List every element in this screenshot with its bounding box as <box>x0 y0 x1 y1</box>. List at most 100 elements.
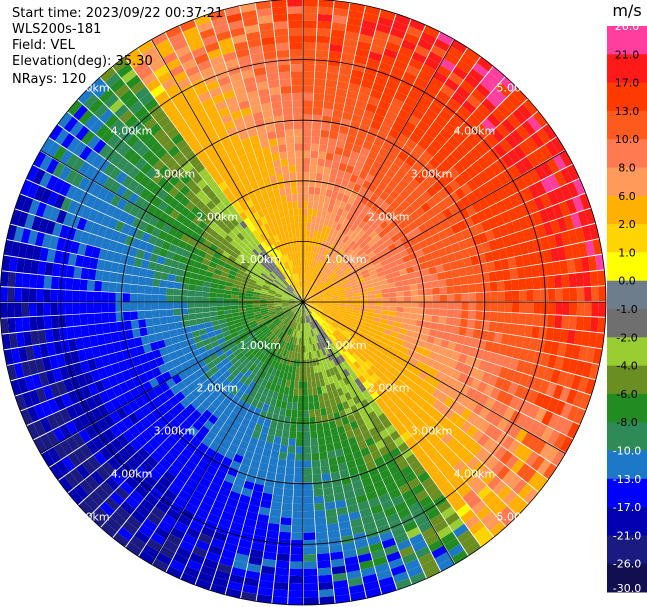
velocity-gate <box>373 479 386 491</box>
velocity-gate <box>307 215 312 224</box>
velocity-gate <box>305 308 309 316</box>
velocity-gate <box>490 176 503 190</box>
velocity-gate <box>159 279 168 288</box>
velocity-gate <box>245 361 254 370</box>
velocity-gate <box>287 445 296 454</box>
velocity-gate <box>357 500 370 511</box>
velocity-gate <box>146 538 163 552</box>
velocity-gate <box>309 295 317 300</box>
velocity-gate <box>316 209 323 218</box>
velocity-gate <box>286 357 292 366</box>
velocity-gate <box>402 240 413 250</box>
velocity-gate <box>535 251 546 265</box>
velocity-gate <box>73 266 83 279</box>
velocity-gate <box>507 382 519 396</box>
velocity-gate <box>547 429 561 446</box>
velocity-gate <box>293 307 299 314</box>
velocity-gate <box>398 374 409 384</box>
velocity-gate <box>294 351 298 360</box>
velocity-gate <box>303 568 318 577</box>
velocity-gate <box>345 270 353 277</box>
velocity-gate <box>278 451 288 460</box>
velocity-gate <box>478 170 491 184</box>
velocity-gate <box>293 496 303 504</box>
velocity-gate <box>332 485 344 495</box>
velocity-gate <box>210 424 221 436</box>
velocity-gate <box>424 342 434 351</box>
velocity-gate <box>142 544 159 559</box>
velocity-gate <box>43 316 52 330</box>
velocity-gate <box>362 573 378 585</box>
velocity-gate <box>306 307 312 315</box>
velocity-gate <box>306 222 312 231</box>
velocity-gate <box>276 354 283 363</box>
velocity-gate <box>281 430 290 439</box>
velocity-gate <box>359 470 371 481</box>
velocity-gate <box>166 280 175 289</box>
velocity-gate <box>310 259 315 268</box>
velocity-gate <box>374 289 382 295</box>
velocity-gate <box>533 439 547 455</box>
velocity-gate <box>360 566 376 578</box>
velocity-gate <box>357 262 366 270</box>
velocity-gate <box>316 231 322 240</box>
velocity-gate <box>491 500 508 516</box>
velocity-gate <box>334 587 350 597</box>
velocity-gate <box>407 114 421 127</box>
velocity-gate <box>230 377 240 387</box>
velocity-gate <box>307 290 313 297</box>
velocity-gate <box>336 455 346 465</box>
velocity-gate <box>306 237 310 245</box>
velocity-gate <box>306 323 309 331</box>
velocity-gate <box>57 289 66 302</box>
velocity-gate <box>335 418 344 428</box>
velocity-gate <box>233 477 246 488</box>
velocity-gate <box>299 366 303 375</box>
velocity-gate <box>429 488 443 502</box>
velocity-gate <box>345 497 358 507</box>
velocity-gate <box>291 193 298 202</box>
velocity-gate <box>381 292 390 298</box>
velocity-gate <box>480 77 496 93</box>
velocity-gate <box>325 211 332 220</box>
velocity-gate <box>244 369 253 378</box>
velocity-gate <box>425 83 440 96</box>
velocity-gate <box>285 467 295 475</box>
velocity-gate <box>339 274 347 281</box>
velocity-gate <box>466 319 476 329</box>
velocity-gate <box>209 302 217 307</box>
velocity-gate <box>342 331 350 339</box>
velocity-gate <box>375 297 383 302</box>
velocity-gate <box>233 453 244 464</box>
velocity-gate <box>385 324 394 331</box>
velocity-gate <box>430 215 441 226</box>
velocity-gate <box>512 87 528 104</box>
velocity-gate <box>390 265 399 273</box>
velocity-gate <box>323 241 330 250</box>
velocity-gate <box>515 359 526 373</box>
velocity-gate <box>344 350 352 358</box>
velocity-gate <box>309 423 317 432</box>
velocity-gate <box>216 445 228 457</box>
velocity-gate <box>343 283 351 289</box>
velocity-gate <box>453 478 468 493</box>
velocity-gate <box>573 178 586 196</box>
velocity-gate <box>379 318 388 325</box>
velocity-gate <box>248 363 257 373</box>
velocity-gate <box>208 482 221 494</box>
velocity-gate <box>288 597 303 605</box>
velocity-gate <box>424 533 441 546</box>
velocity-gate <box>478 393 490 407</box>
velocity-gate <box>520 202 532 216</box>
velocity-gate <box>430 422 443 435</box>
velocity-gate <box>303 78 315 86</box>
velocity-gate <box>283 318 290 325</box>
velocity-gate <box>416 156 429 168</box>
velocity-gate <box>315 531 328 540</box>
velocity-gate <box>553 400 566 416</box>
velocity-gate <box>409 313 418 320</box>
velocity-gate <box>280 517 292 526</box>
velocity-gate <box>353 55 368 65</box>
velocity-gate <box>366 287 375 292</box>
velocity-gate <box>402 173 414 184</box>
